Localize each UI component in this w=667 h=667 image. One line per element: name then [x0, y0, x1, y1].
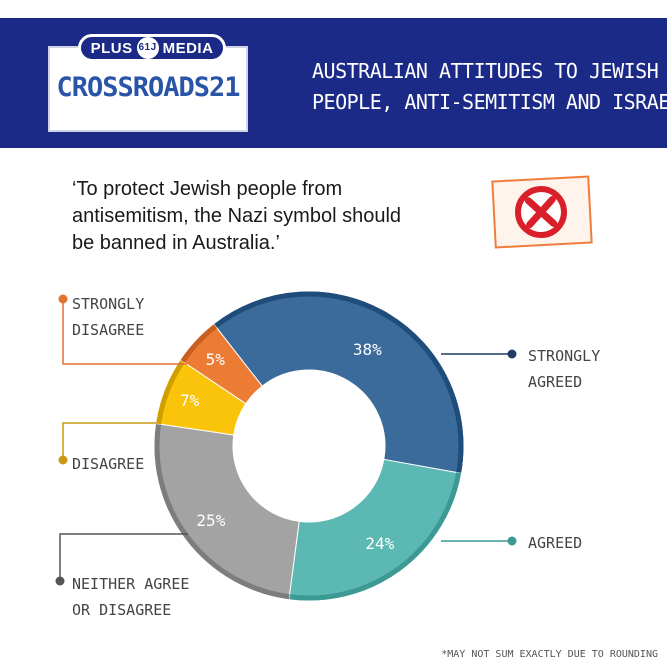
stamp-card [491, 175, 593, 249]
header-title: AUSTRALIAN ATTITUDES TO JEWISH PEOPLE, A… [312, 56, 667, 118]
pct-label-neither: 25% [196, 511, 225, 530]
callout-line-neither [59, 533, 188, 581]
survey-question: ‘To protect Jewish people from antisemit… [72, 176, 472, 257]
category-label-strongly-disagree-line-1: STRONGLY [72, 295, 144, 313]
category-label-agreed-line-1: AGREED [528, 534, 582, 552]
pct-label-agreed: 24% [365, 534, 394, 553]
callout-line-strongly-disagree [62, 299, 187, 365]
slice-edge-strongly-agreed [213, 291, 464, 474]
plus61j-media-logo: PLUS 61J MEDIA [78, 34, 226, 62]
category-label-strongly-agreed-line-1: STRONGLY [528, 347, 600, 365]
survey-question-line-2: antisemitism, the Nazi symbol should [72, 205, 402, 227]
logo-crossroads21-text: CROSSROADS21 [56, 72, 240, 103]
slice-edge-disagree [156, 360, 185, 425]
category-label-disagree-line-1: DISAGREE [72, 455, 144, 473]
pct-label-strongly-disagree: 5% [206, 350, 226, 369]
callout-dot-agreed [507, 536, 517, 546]
logo-plus-text: PLUS [90, 39, 133, 57]
slice-strongly-agreed [212, 290, 465, 474]
header-banner: PLUS 61J MEDIA CROSSROADS21 AUSTRALIAN A… [0, 18, 667, 148]
crossroads21-logo: PLUS 61J MEDIA CROSSROADS21 [48, 34, 248, 132]
survey-question-line-1: ‘To protect Jewish people from [72, 178, 343, 200]
slice-strongly-disagree [179, 323, 263, 405]
logo-media-text: MEDIA [162, 39, 214, 57]
callout-dot-disagree [58, 455, 68, 465]
header-title-line-1: AUSTRALIAN ATTITUDES TO JEWISH [312, 59, 659, 83]
category-label-strongly-agreed-line-2: AGREED [528, 373, 582, 391]
category-label-neither-line-2: OR DISAGREE [72, 601, 171, 619]
category-label-neither-line-1: NEITHER AGREE [72, 575, 189, 593]
callout-dot-neither [55, 576, 65, 586]
logo-61j-badge: 61J [136, 37, 159, 59]
callout-line-disagree [62, 422, 157, 460]
callout-dot-strongly-disagree [58, 294, 68, 304]
slice-edge-strongly-disagree [180, 324, 217, 363]
survey-question-line-3: be banned in Australia.’ [72, 232, 280, 254]
category-label-strongly-disagree-line-2: DISAGREE [72, 321, 144, 339]
slice-edge-neither [154, 423, 290, 600]
footnote: *MAY NOT SUM EXACTLY DUE TO ROUNDING [441, 649, 658, 660]
slice-neither [153, 422, 300, 601]
header-title-line-2: PEOPLE, ANTI-SEMITISM AND ISRAEL [312, 90, 667, 114]
pct-label-strongly-agreed: 38% [353, 340, 382, 359]
callout-dot-strongly-agreed [507, 349, 517, 359]
slice-edge-agreed [288, 472, 462, 601]
crossed-circle-icon [515, 186, 568, 239]
pct-label-disagree: 7% [180, 391, 200, 410]
slice-agreed [288, 458, 463, 602]
